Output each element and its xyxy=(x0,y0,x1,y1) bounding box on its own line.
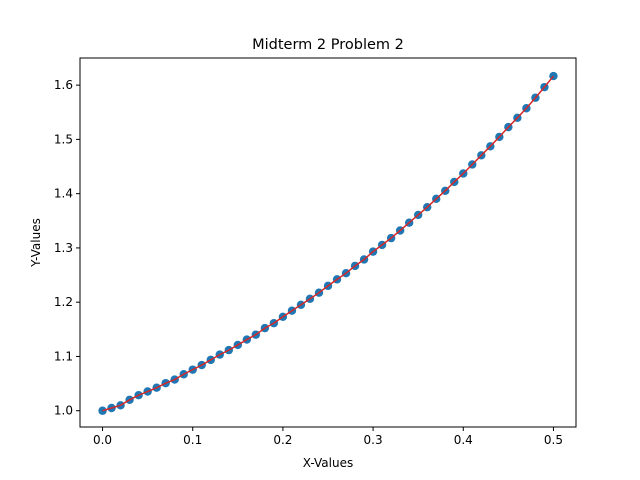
y-tick-label: 1.2 xyxy=(54,295,73,309)
y-axis-ticks: 1.0 1.1 1.2 1.3 1.4 1.5 1.6 xyxy=(54,78,80,418)
y-tick-label: 1.6 xyxy=(54,78,73,92)
x-tick-label: 0.4 xyxy=(454,433,473,447)
plot-frame xyxy=(79,57,577,428)
x-axis-ticks: 0.0 0.1 0.2 0.3 0.4 0.5 xyxy=(93,427,563,447)
y-axis-label: Y-Values xyxy=(29,218,43,268)
y-tick-label: 1.0 xyxy=(54,404,73,418)
chart-title: Midterm 2 Problem 2 xyxy=(252,37,404,53)
y-tick-label: 1.5 xyxy=(54,132,73,146)
y-tick-label: 1.4 xyxy=(54,187,73,201)
x-tick-label: 0.5 xyxy=(544,433,563,447)
series-layer xyxy=(98,71,558,415)
y-tick-label: 1.3 xyxy=(54,241,73,255)
x-tick-label: 0.3 xyxy=(364,433,383,447)
y-tick-label: 1.1 xyxy=(54,349,73,363)
x-tick-label: 0.1 xyxy=(183,433,202,447)
series-line xyxy=(102,75,555,412)
x-tick-label: 0.0 xyxy=(93,433,112,447)
x-axis-label: X-Values xyxy=(303,456,353,470)
x-tick-label: 0.2 xyxy=(273,433,292,447)
